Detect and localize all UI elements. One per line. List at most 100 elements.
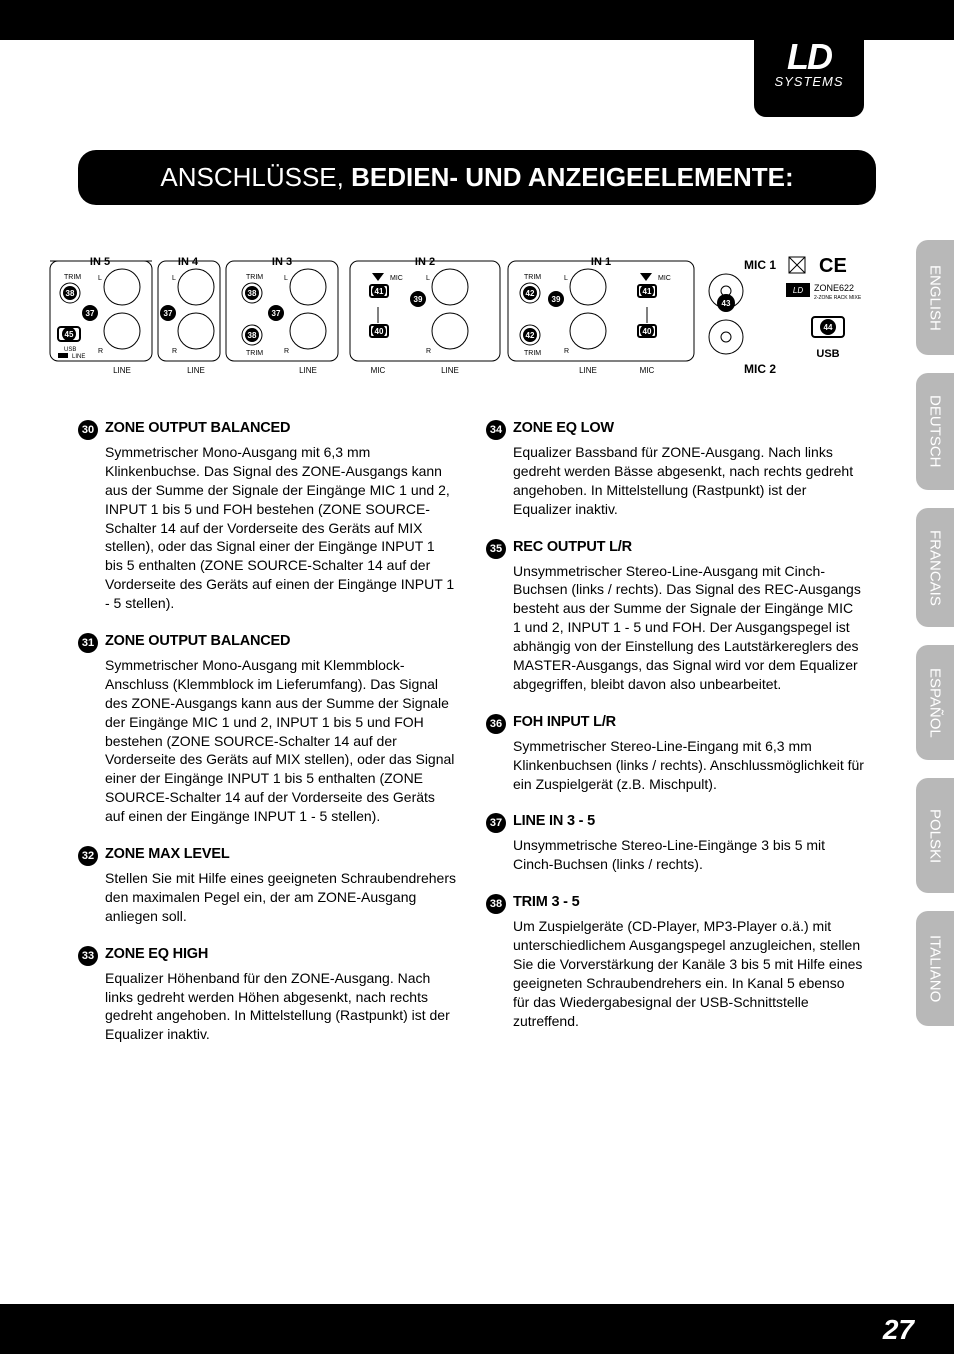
svg-text:45: 45 <box>65 330 74 339</box>
item-35: 35 REC OUTPUT L/R Unsymmetrischer Stereo-L… <box>486 539 864 694</box>
item-37: 37LINE IN 3 - 5Unsymmetrische Stereo-Lin… <box>486 813 864 874</box>
item-33: 33 ZONE EQ HIGH Equalizer Höhenband für de… <box>78 946 456 1045</box>
lang-tab-francais[interactable]: FRANCAIS <box>916 508 954 628</box>
item-badge: 36 <box>486 714 506 734</box>
item-badge: 37 <box>486 813 506 833</box>
svg-text:TRIM: TRIM <box>524 350 541 357</box>
svg-text:42: 42 <box>526 331 535 340</box>
item-title: ZONE EQ LOW <box>513 420 614 436</box>
svg-text:L: L <box>564 275 568 282</box>
title-bold: BEDIEN- UND ANZEIGEELEMENTE: <box>351 162 794 192</box>
lang-tab-polski[interactable]: POLSKI <box>916 778 954 893</box>
item-body: Symmetrischer Mono-Ausgang mit Klemmbloc… <box>105 656 456 826</box>
svg-text:41: 41 <box>375 287 384 296</box>
svg-text:37: 37 <box>164 309 173 318</box>
page-footer: 27 <box>0 1304 954 1354</box>
lang-tab-espanol[interactable]: ESPAÑOL <box>916 645 954 760</box>
svg-text:L: L <box>98 275 102 282</box>
item-30: 30ZONE OUTPUT BALANCEDSymmetrischer Mono… <box>78 420 456 613</box>
svg-text:LINE: LINE <box>113 366 131 375</box>
svg-text:41: 41 <box>643 287 652 296</box>
item-title: ZONE OUTPUT BALANCED <box>105 420 290 436</box>
svg-text:USB: USB <box>816 348 839 360</box>
item-31: 31ZONE OUTPUT BALANCEDSymmetrischer Mono… <box>78 633 456 826</box>
svg-text:LD: LD <box>793 286 803 295</box>
item-badge: 35 <box>486 539 506 559</box>
svg-text:R: R <box>564 348 569 355</box>
svg-text:39: 39 <box>552 295 561 304</box>
svg-text:40: 40 <box>375 327 384 336</box>
item-title: REC OUTPUT L/R <box>513 539 632 555</box>
item-body: Symmetrischer Stereo-Line-Eingang mit 6,… <box>513 737 864 794</box>
item-32: 32ZONE MAX LEVELStellen Sie mit Hilfe ei… <box>78 846 456 926</box>
svg-text:38: 38 <box>248 289 257 298</box>
svg-text:43: 43 <box>722 299 731 308</box>
svg-text:39: 39 <box>414 295 423 304</box>
svg-text:37: 37 <box>86 309 95 318</box>
logo-brand: LD <box>757 36 861 78</box>
svg-text:TRIM: TRIM <box>64 274 81 281</box>
content-columns: 30ZONE OUTPUT BALANCEDSymmetrischer Mono… <box>78 420 864 1064</box>
svg-text:L: L <box>426 275 430 282</box>
svg-text:MIC: MIC <box>640 366 655 375</box>
item-36: 36 FOH INPUT L/R Symmetrischer Stereo-Line… <box>486 714 864 794</box>
svg-text:MIC: MIC <box>390 275 403 282</box>
brand-logo: LD SYSTEMS <box>754 25 864 117</box>
svg-text:LINE: LINE <box>72 354 85 360</box>
svg-text:TRIM: TRIM <box>246 274 263 281</box>
language-tabs: ENGLISH DEUTSCH FRANCAIS ESPAÑOL POLSKI … <box>916 240 954 1026</box>
item-body: Equalizer Bassband für ZONE-Ausgang. Nac… <box>513 443 864 519</box>
svg-text:USB: USB <box>64 347 76 353</box>
svg-text:LINE: LINE <box>441 366 459 375</box>
title-light: ANSCHLÜSSE, <box>160 162 351 192</box>
svg-text:38: 38 <box>248 331 257 340</box>
svg-text:MIC 1: MIC 1 <box>744 258 776 272</box>
svg-text:LINE: LINE <box>299 366 317 375</box>
svg-text:44: 44 <box>824 323 833 332</box>
svg-text:MIC 2: MIC 2 <box>744 362 776 376</box>
svg-text:40: 40 <box>643 327 652 336</box>
svg-text:LINE: LINE <box>187 366 205 375</box>
svg-text:MIC: MIC <box>371 366 386 375</box>
right-column: 34 ZONE EQ LOW Equalizer Bassband für ZONE… <box>486 420 864 1064</box>
svg-text:R: R <box>284 348 289 355</box>
item-body: Symmetrischer Mono-Ausgang mit 6,3 mm Kl… <box>105 443 456 613</box>
item-badge: 38 <box>486 894 506 914</box>
item-body: Stellen Sie mit Hilfe eines geeigneten S… <box>105 869 456 926</box>
item-34: 34 ZONE EQ LOW Equalizer Bassband für ZONE… <box>486 420 864 519</box>
svg-text:CE: CE <box>819 255 847 277</box>
svg-text:IN 5: IN 5 <box>90 256 110 268</box>
item-body: Unsymmetrische Stereo-Line-Eingänge 3 bi… <box>513 836 864 874</box>
item-title: ZONE EQ HIGH <box>105 946 208 962</box>
logo-sub: SYSTEMS <box>757 74 861 89</box>
svg-text:IN 1: IN 1 <box>591 256 611 268</box>
svg-text:R: R <box>98 348 103 355</box>
item-38: 38TRIM 3 - 5Um Zuspielgeräte (CD-Player,… <box>486 894 864 1030</box>
item-body: Equalizer Höhenband für den ZONE-Ausgang… <box>105 969 456 1045</box>
svg-text:R: R <box>172 348 177 355</box>
svg-text:LINE: LINE <box>579 366 597 375</box>
svg-text:2-ZONE RACK MIXE: 2-ZONE RACK MIXE <box>814 295 862 301</box>
item-title: FOH INPUT L/R <box>513 714 616 730</box>
svg-text:IN 3: IN 3 <box>272 256 292 268</box>
lang-tab-english[interactable]: ENGLISH <box>916 240 954 355</box>
item-body: Unsymmetrischer Stereo-Line-Ausgang mit … <box>513 562 864 694</box>
svg-text:ZONE622: ZONE622 <box>814 283 854 293</box>
svg-text:MIC: MIC <box>658 275 671 282</box>
item-badge: 34 <box>486 420 506 440</box>
svg-text:37: 37 <box>272 309 281 318</box>
item-title: ZONE OUTPUT BALANCED <box>105 633 290 649</box>
svg-text:L: L <box>284 275 288 282</box>
svg-text:IN 2: IN 2 <box>415 256 435 268</box>
page-number: 27 <box>883 1314 914 1346</box>
lang-tab-italiano[interactable]: ITALIANO <box>916 911 954 1026</box>
rear-panel-diagram: IN 5 TRIM 38 L 37 R 45 USB LINE LINE IN … <box>40 245 876 385</box>
lang-tab-deutsch[interactable]: DEUTSCH <box>916 373 954 490</box>
item-badge: 32 <box>78 846 98 866</box>
section-title: ANSCHLÜSSE, BEDIEN- UND ANZEIGEELEMENTE: <box>78 150 876 205</box>
svg-text:42: 42 <box>526 289 535 298</box>
item-badge: 33 <box>78 946 98 966</box>
svg-text:L: L <box>172 275 176 282</box>
left-column: 30ZONE OUTPUT BALANCEDSymmetrischer Mono… <box>78 420 456 1064</box>
svg-text:IN 4: IN 4 <box>178 256 199 268</box>
